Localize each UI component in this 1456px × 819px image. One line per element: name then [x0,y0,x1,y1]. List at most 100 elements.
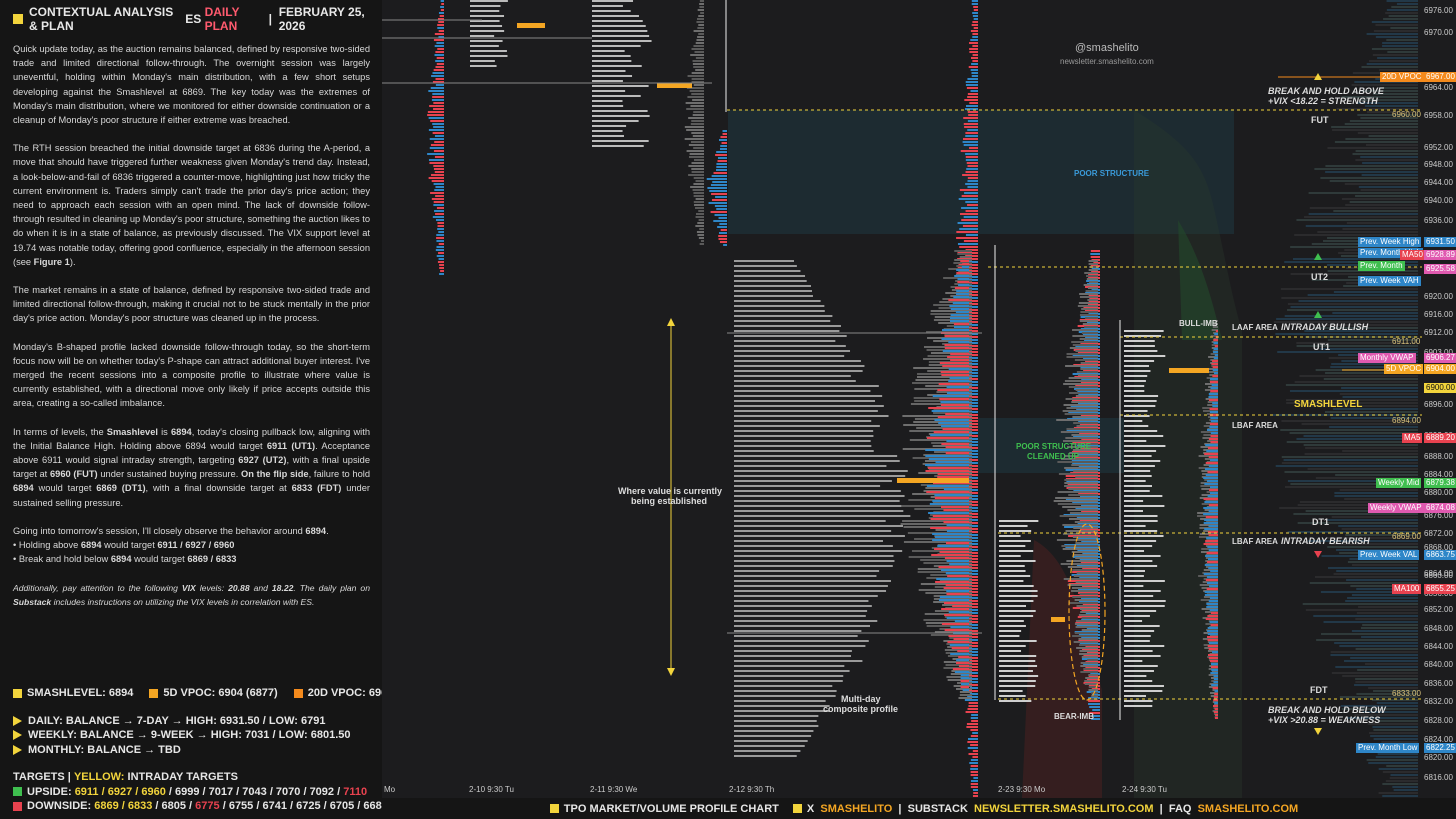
text-span: The RTH session breached the initial dow… [13,143,370,267]
paragraph-balance: The market remains in a state of balance… [13,285,370,324]
profile-bar [1063,383,1098,385]
profile-bar [969,102,978,104]
profile-bar [968,669,978,671]
profile-bar [432,81,444,83]
lbaf-area-label: LBAF AREA [1232,421,1278,430]
profile-bar [1056,539,1098,541]
profile-bar [699,243,704,245]
profile-bar [1320,591,1418,593]
profile-bar [432,96,444,98]
profile-bar [693,201,704,203]
profile-bar [1305,510,1418,512]
profile-bar [944,347,969,349]
profile-bar [734,710,830,712]
profile-bar [1124,545,1153,547]
profile-bar [1209,489,1218,491]
profile-bar [955,311,969,313]
ma100-tag: MA100 [1392,584,1422,594]
profile-bar [1076,605,1098,607]
value-label-line2: being established [631,496,708,506]
profile-bar [959,246,978,248]
footer-bar: TPO MARKET/VOLUME PROFILE CHART X SMASHE… [382,798,1456,819]
profile-bar [965,210,978,212]
x-tick: 2-23 9:30 Mo [998,785,1046,794]
profile-bar [1344,498,1418,500]
profile-bar [1213,339,1218,341]
profile-bar [999,530,1032,532]
profile-bar [694,159,704,161]
profile-bar [964,108,978,110]
profile-bar [694,204,704,206]
profile-bar [1072,329,1098,331]
profile-bar [999,550,1034,552]
profile-bar [969,762,978,764]
profile-bar [1308,213,1418,215]
profile-bar [692,135,704,137]
profile-bar [945,413,969,415]
profile-bar [972,756,978,758]
profile-bar [734,425,880,427]
profile-bar [1208,534,1218,536]
profile-bar [946,676,972,678]
downside-targets-row: DOWNSIDE: 6869 / 6833 / 6805 / 6775 / 67… [13,799,388,814]
profile-bar [695,57,704,59]
yellow-square-icon [13,688,22,698]
profile-bar [903,424,972,426]
profile-bar [1065,365,1098,367]
profile-bar [699,228,704,230]
bear-imb-zone [1022,540,1102,798]
newsletter-link[interactable]: NEWSLETTER.SMASHELITO.COM [974,802,1154,815]
profile-bar [1124,365,1150,367]
upside-targets: / 6999 / 7017 / 7043 / 7070 / 7092 / [165,785,344,798]
profile-bar [1207,561,1218,563]
faq-link[interactable]: SMASHELITO.COM [1197,802,1299,815]
profile-bar [956,269,969,271]
profile-bar [1209,414,1218,416]
lbaf-area-label-2: LBAF AREA [1232,537,1278,546]
profile-bar [722,130,727,132]
bold-text: 6833 (FDT) [291,483,342,494]
profile-bar [1065,437,1098,439]
profile-bar [956,662,969,664]
profile-bar [1071,434,1098,436]
profile-bar [1208,654,1218,656]
profile-bar [956,272,969,274]
profile-bar [734,590,887,592]
profile-bar [966,105,978,107]
profile-bar [965,711,978,713]
profile-bar [938,422,969,424]
profile-bar [592,105,624,107]
profile-bar [734,680,843,682]
profile-bar [592,25,646,27]
tpo-chart[interactable]: @smashelito newsletter.smashelito.com BR… [382,0,1456,819]
profile-bar [592,30,648,32]
profile-bar [1213,681,1218,683]
profile-bar [927,467,969,469]
profile-bar [902,415,972,417]
profile-bar [967,663,978,665]
profile-bar [1208,456,1218,458]
x-handle-link[interactable]: SMASHELITO [820,802,893,815]
upside-label: UPSIDE: [27,785,75,798]
profile-bar [944,629,969,631]
profile-bar [1281,462,1418,464]
profile-bar [1124,705,1153,707]
profile-bar [999,560,1036,562]
profile-bar [1386,0,1418,2]
profile-bar [949,644,969,646]
profile-bar [949,305,969,307]
x-tick: Mo [384,785,396,794]
profile-bar [470,15,505,17]
profile-bar [734,455,898,457]
profile-bar [1357,132,1418,134]
profile-bar [1388,15,1418,17]
profile-bar [1213,342,1218,344]
profile-bar [1075,389,1098,391]
profile-bar [692,99,704,101]
profile-bar [1204,528,1218,530]
profile-bar [1334,495,1418,497]
profile-bar [1075,395,1098,397]
profile-bar [1075,542,1098,544]
profile-bar [960,683,969,685]
profile-bar [946,392,969,394]
